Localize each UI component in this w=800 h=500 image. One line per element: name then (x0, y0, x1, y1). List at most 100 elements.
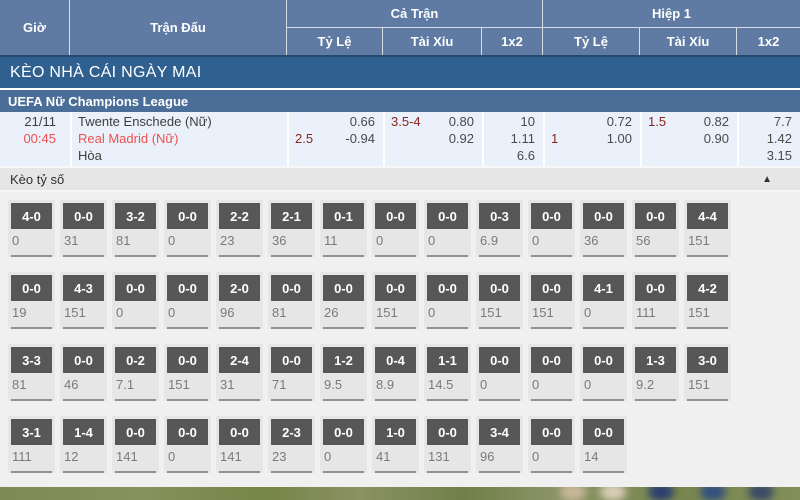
score-odds-value[interactable]: 96 (220, 305, 235, 320)
score-box[interactable]: 0-3 (479, 203, 520, 229)
score-box[interactable]: 2-4 (219, 347, 260, 373)
score-box[interactable]: 0-0 (531, 275, 572, 301)
score-odds-value[interactable]: 9.2 (636, 377, 655, 392)
score-box[interactable]: 0-4 (375, 347, 416, 373)
score-odds-value[interactable]: 46 (64, 377, 79, 392)
half-ou-under[interactable]: 0.90 (703, 131, 729, 146)
score-odds-value[interactable]: 14.5 (428, 377, 454, 392)
score-box[interactable]: 0-0 (323, 275, 364, 301)
score-box[interactable]: 0-2 (115, 347, 156, 373)
score-box[interactable]: 0-0 (167, 203, 208, 229)
full-ou-under[interactable]: 0.92 (448, 131, 474, 146)
score-box[interactable]: 4-4 (687, 203, 728, 229)
half-overunder-cell[interactable]: 1.5 0.82 0.90 (640, 112, 737, 166)
score-box[interactable]: 0-0 (427, 203, 468, 229)
score-odds-value[interactable]: 96 (480, 449, 495, 464)
score-box[interactable]: 0-0 (635, 203, 676, 229)
score-box[interactable]: 0-0 (479, 347, 520, 373)
score-odds-value[interactable]: 12 (64, 449, 79, 464)
score-box[interactable]: 1-4 (63, 419, 104, 445)
score-odds-value[interactable]: 151 (168, 377, 190, 392)
score-odds-value[interactable]: 0 (168, 305, 176, 320)
score-odds-value[interactable]: 131 (428, 449, 450, 464)
score-box[interactable]: 0-0 (63, 203, 104, 229)
half-ou-over[interactable]: 0.82 (703, 114, 729, 129)
score-odds-value[interactable]: 0 (584, 305, 592, 320)
half-hdp-odds1[interactable]: 0.72 (606, 114, 632, 129)
score-odds-value[interactable]: 151 (688, 305, 710, 320)
score-box[interactable]: 4-3 (63, 275, 104, 301)
score-odds-value[interactable]: 26 (324, 305, 339, 320)
score-odds-value[interactable]: 81 (272, 305, 287, 320)
score-box[interactable]: 0-0 (635, 275, 676, 301)
full-1x2-draw[interactable]: 6.6 (516, 148, 535, 163)
score-odds-value[interactable]: 151 (64, 305, 86, 320)
score-odds-value[interactable]: 151 (688, 233, 710, 248)
score-odds-value[interactable]: 0 (480, 377, 488, 392)
score-odds-value[interactable]: 71 (272, 377, 287, 392)
score-odds-value[interactable]: 0 (532, 449, 540, 464)
score-odds-value[interactable]: 141 (220, 449, 242, 464)
score-box[interactable]: 0-0 (167, 275, 208, 301)
score-box[interactable]: 3-1 (11, 419, 52, 445)
score-box[interactable]: 3-2 (115, 203, 156, 229)
half-1x2-home[interactable]: 7.7 (773, 114, 792, 129)
score-odds-value[interactable]: 0 (532, 233, 540, 248)
score-odds-value[interactable]: 111 (636, 305, 656, 320)
half-handicap-cell[interactable]: 0.72 1 1.00 (543, 112, 640, 166)
full-hdp-odds2[interactable]: -0.94 (345, 131, 375, 146)
score-odds-value[interactable]: 151 (480, 305, 502, 320)
away-team-name[interactable]: Real Madrid (Nữ) (78, 131, 179, 146)
score-odds-value[interactable]: 0 (168, 449, 176, 464)
score-odds-value[interactable]: 0 (428, 305, 436, 320)
score-odds-value[interactable]: 41 (376, 449, 391, 464)
score-odds-value[interactable]: 141 (116, 449, 138, 464)
score-odds-value[interactable]: 111 (12, 449, 32, 464)
score-box[interactable]: 0-0 (167, 419, 208, 445)
score-box[interactable]: 3-3 (11, 347, 52, 373)
score-box[interactable]: 4-2 (687, 275, 728, 301)
score-box[interactable]: 2-0 (219, 275, 260, 301)
full-ou-over[interactable]: 0.80 (448, 114, 474, 129)
score-box[interactable]: 0-0 (531, 419, 572, 445)
score-box[interactable]: 0-0 (271, 275, 312, 301)
score-box[interactable]: 0-0 (63, 347, 104, 373)
score-box[interactable]: 0-0 (271, 347, 312, 373)
score-odds-value[interactable]: 56 (636, 233, 651, 248)
full-1x2-home[interactable]: 10 (520, 114, 535, 129)
score-odds-value[interactable]: 0 (428, 233, 436, 248)
score-box[interactable]: 0-0 (479, 275, 520, 301)
half-hdp-odds2[interactable]: 1.00 (606, 131, 632, 146)
score-box[interactable]: 0-0 (427, 419, 468, 445)
score-box[interactable]: 0-0 (219, 419, 260, 445)
full-hdp-odds1[interactable]: 0.66 (349, 114, 375, 129)
score-odds-value[interactable]: 14 (584, 449, 599, 464)
score-box[interactable]: 0-0 (583, 347, 624, 373)
score-odds-value[interactable]: 36 (584, 233, 599, 248)
score-odds-value[interactable]: 19 (12, 305, 27, 320)
score-odds-value[interactable]: 0 (532, 377, 540, 392)
score-odds-value[interactable]: 0 (324, 449, 332, 464)
full-1x2-cell[interactable]: 10 1.11 6.6 (482, 112, 543, 166)
score-odds-value[interactable]: 23 (272, 449, 287, 464)
league-bar[interactable]: UEFA Nữ Champions League (0, 88, 800, 112)
score-odds-value[interactable]: 151 (688, 377, 710, 392)
score-odds-value[interactable]: 11 (324, 233, 338, 248)
score-odds-value[interactable]: 36 (272, 233, 287, 248)
score-odds-value[interactable]: 0 (12, 233, 20, 248)
score-box[interactable]: 0-0 (583, 203, 624, 229)
score-box[interactable]: 0-0 (115, 419, 156, 445)
half-1x2-draw[interactable]: 3.15 (766, 148, 792, 163)
score-box[interactable]: 1-2 (323, 347, 364, 373)
score-box[interactable]: 0-0 (11, 275, 52, 301)
score-box[interactable]: 0-0 (323, 419, 364, 445)
score-odds-value[interactable]: 0 (376, 233, 384, 248)
score-odds-value[interactable]: 81 (12, 377, 27, 392)
score-box[interactable]: 1-3 (635, 347, 676, 373)
score-box[interactable]: 0-0 (375, 275, 416, 301)
score-odds-value[interactable]: 31 (220, 377, 235, 392)
full-overunder-cell[interactable]: 3.5-4 0.80 0.92 (383, 112, 482, 166)
score-box[interactable]: 1-1 (427, 347, 468, 373)
score-box[interactable]: 0-0 (115, 275, 156, 301)
score-box[interactable]: 2-1 (271, 203, 312, 229)
